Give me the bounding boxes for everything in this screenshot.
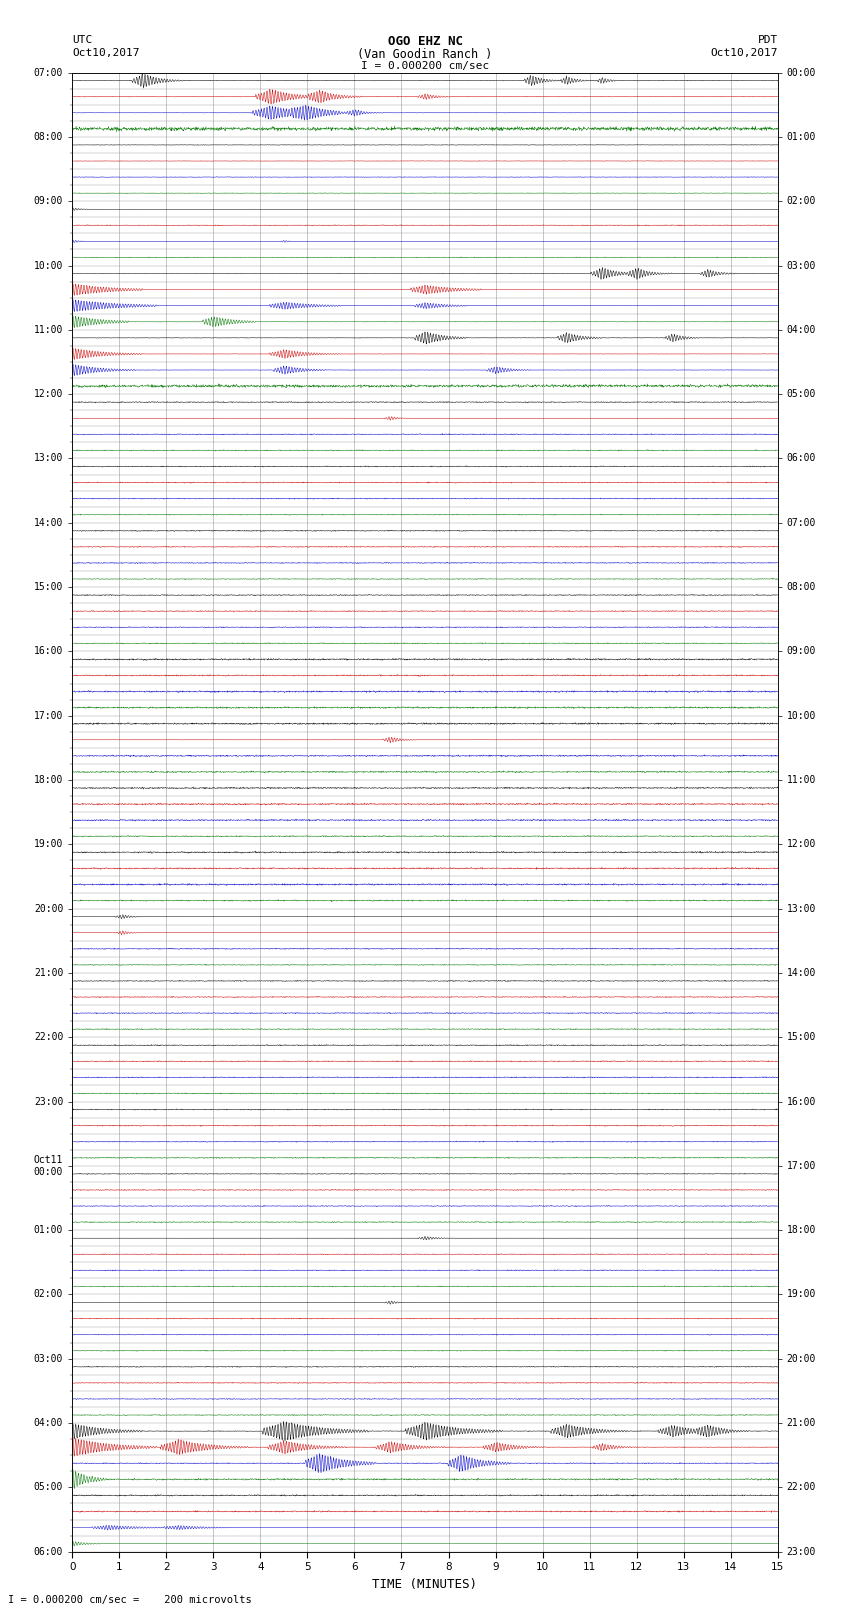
X-axis label: TIME (MINUTES): TIME (MINUTES): [372, 1578, 478, 1590]
Text: UTC: UTC: [72, 35, 93, 45]
Text: Oct10,2017: Oct10,2017: [72, 48, 139, 58]
Text: PDT: PDT: [757, 35, 778, 45]
Text: I = 0.000200 cm/sec =    200 microvolts: I = 0.000200 cm/sec = 200 microvolts: [8, 1595, 252, 1605]
Text: Oct10,2017: Oct10,2017: [711, 48, 778, 58]
Text: OGO EHZ NC: OGO EHZ NC: [388, 35, 462, 48]
Text: (Van Goodin Ranch ): (Van Goodin Ranch ): [357, 48, 493, 61]
Text: I = 0.000200 cm/sec: I = 0.000200 cm/sec: [361, 61, 489, 71]
